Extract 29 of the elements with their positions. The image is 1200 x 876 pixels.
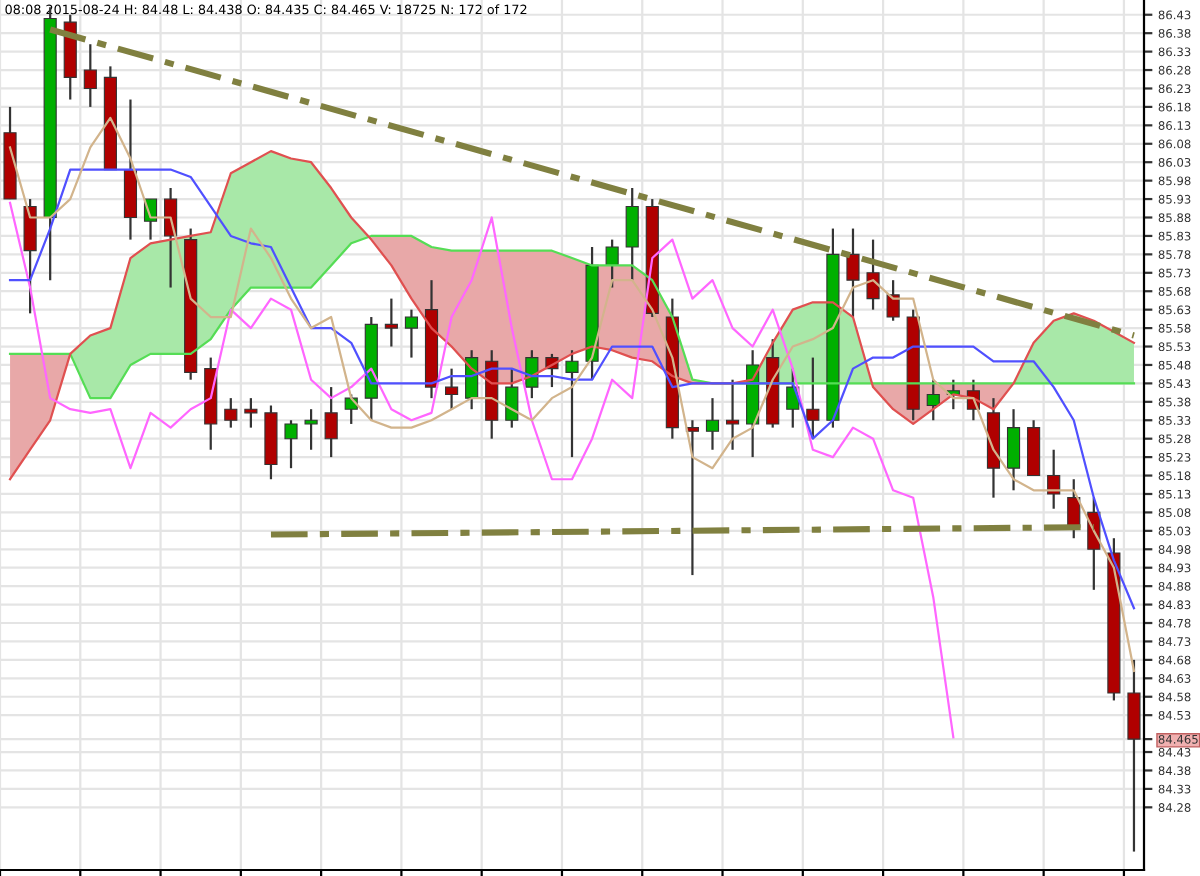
candlestick — [304, 408, 318, 451]
candlestick — [926, 378, 940, 422]
candlestick — [866, 238, 880, 311]
line-series — [8, 234, 1136, 400]
candlestick — [404, 308, 419, 359]
candlestick — [625, 186, 639, 282]
candlestick — [605, 238, 619, 289]
line-series — [8, 201, 955, 739]
candlestick — [123, 98, 138, 241]
candlestick — [846, 227, 860, 319]
line-series — [8, 168, 1136, 610]
candlestick — [224, 397, 238, 429]
candlestick — [1027, 419, 1041, 477]
candlestick — [1006, 408, 1021, 492]
candlestick — [83, 43, 97, 109]
candlestick — [324, 385, 338, 459]
candlestick — [1127, 658, 1141, 853]
candlestick — [1047, 448, 1061, 510]
candlestick — [806, 356, 820, 440]
candlestick — [505, 367, 519, 429]
candlestick — [445, 367, 459, 411]
candlestick — [705, 397, 720, 451]
candlestick — [284, 419, 298, 470]
candlestick — [23, 197, 37, 315]
candlestick — [384, 297, 398, 348]
candlestick — [725, 378, 740, 451]
candlestick — [244, 397, 258, 429]
candlestick — [886, 279, 900, 322]
candlestick — [565, 349, 579, 459]
